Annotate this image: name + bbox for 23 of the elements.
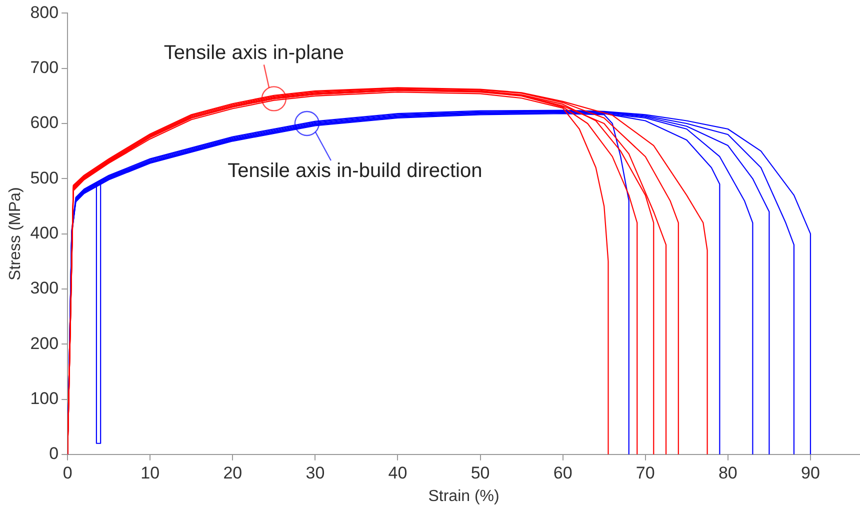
x-tick-label: 20 bbox=[223, 463, 242, 482]
y-tick-label: 300 bbox=[30, 278, 59, 298]
x-tick-label: 80 bbox=[718, 463, 738, 482]
x-tick-label: 90 bbox=[801, 463, 820, 482]
y-tick-label: 400 bbox=[30, 223, 59, 242]
y-tick-label: 700 bbox=[30, 58, 59, 78]
y-tick-label: 500 bbox=[30, 168, 59, 188]
x-tick-label: 40 bbox=[388, 463, 408, 482]
annotation: Tensile axis in-plane bbox=[164, 42, 344, 64]
x-tick-label: 30 bbox=[306, 463, 325, 482]
x-tick-label: 70 bbox=[636, 463, 655, 482]
y-tick-label: 100 bbox=[30, 388, 59, 408]
x-tick-label: 60 bbox=[553, 463, 572, 482]
y-tick-label: 200 bbox=[30, 334, 59, 353]
x-tick-label: 50 bbox=[470, 463, 490, 482]
y-tick-label: 800 bbox=[30, 2, 59, 22]
x-axis-title: Strain (%) bbox=[428, 488, 500, 505]
y-axis-title: Stress (MPa) bbox=[7, 187, 24, 280]
annotation: Tensile axis in-build direction bbox=[228, 160, 482, 182]
x-tick-label: 0 bbox=[62, 463, 72, 482]
y-tick-label: 600 bbox=[30, 113, 59, 132]
y-tick-label: 0 bbox=[49, 444, 59, 464]
x-tick-label: 10 bbox=[140, 463, 160, 482]
